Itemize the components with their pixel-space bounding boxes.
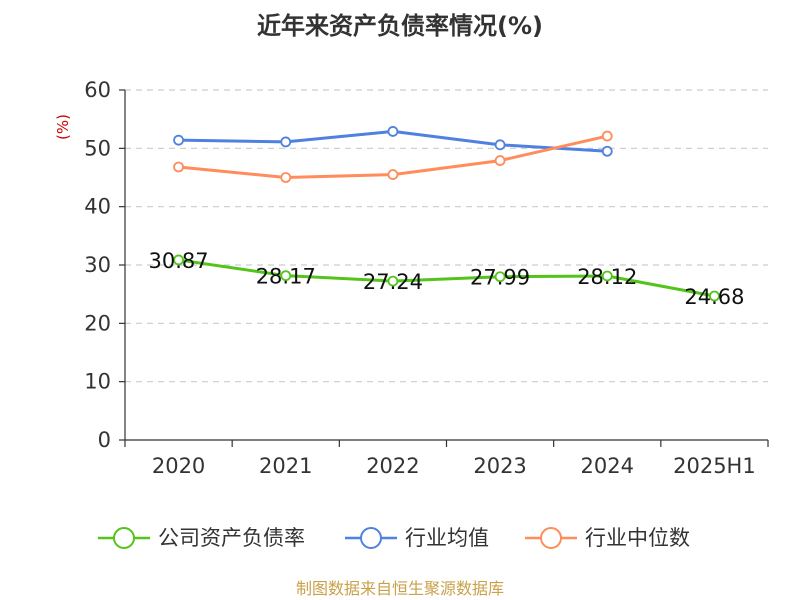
chart-title: 近年来资产负债率情况(%): [257, 12, 543, 40]
legend: 公司资产负债率 行业均值 行业中位数: [98, 526, 690, 550]
x-tick-label: 2020: [152, 454, 205, 478]
y-axis-unit: (%): [54, 114, 72, 140]
data-label: 27.24: [363, 270, 423, 294]
y-tick-label: 20: [84, 311, 111, 335]
data-label: 27.99: [470, 266, 530, 290]
x-tick-label: 2021: [259, 454, 312, 478]
series-point-0: [601, 270, 613, 282]
series-point-0: [173, 254, 184, 266]
data-label: 28.17: [256, 265, 316, 289]
series-point-2: [387, 169, 399, 180]
x-tick-label: 2022: [366, 454, 419, 478]
y-tick-label: 10: [84, 370, 111, 394]
legend-marker-0: [113, 527, 135, 549]
series-point-2: [280, 172, 292, 183]
data-label: 24.68: [684, 285, 744, 309]
legend-marker-1: [360, 527, 382, 549]
series-line-0: [178, 258, 715, 298]
x-axis-ticks: 2020 2021 2022 2023 2024 2025H1: [124, 440, 769, 478]
series-point-1: [173, 134, 184, 146]
series-point-0: [280, 270, 292, 282]
y-tick-label: 0: [98, 428, 111, 452]
series-point-2: [173, 161, 184, 173]
y-tick-label: 30: [84, 253, 111, 277]
series-point-1: [387, 126, 399, 137]
data-labels: 30.87 28.17 27.24 27.99 28.12 24.68: [149, 249, 745, 309]
series-point-2: [601, 130, 613, 142]
series-point-0: [709, 290, 720, 302]
series-point-1: [280, 136, 292, 148]
source-note: 制图数据来自恒生聚源数据库: [296, 579, 504, 598]
legend-label: 行业中位数: [585, 526, 690, 550]
x-tick-label: 2023: [473, 454, 526, 478]
series-layer: [173, 126, 720, 302]
data-label: 30.87: [149, 249, 209, 273]
series-point-0: [494, 271, 506, 283]
series-point-1: [494, 139, 506, 151]
x-tick-label: 2024: [581, 454, 634, 478]
y-tick-label: 60: [84, 78, 111, 102]
x-tick-label: 2025H1: [673, 454, 756, 478]
y-tick-label: 40: [84, 195, 111, 219]
series-point-1: [601, 145, 613, 157]
series-point-2: [494, 155, 506, 166]
grid-lines: [125, 89, 768, 383]
legend-label: 行业均值: [405, 526, 489, 550]
series-point-0: [387, 275, 399, 287]
legend-marker-2: [540, 527, 562, 549]
data-label: 28.12: [577, 265, 637, 289]
y-axis-ticks: 0 10 20 30 40 50 60: [84, 78, 125, 452]
legend-label: 公司资产负债率: [158, 526, 305, 550]
y-tick-label: 50: [84, 136, 111, 160]
